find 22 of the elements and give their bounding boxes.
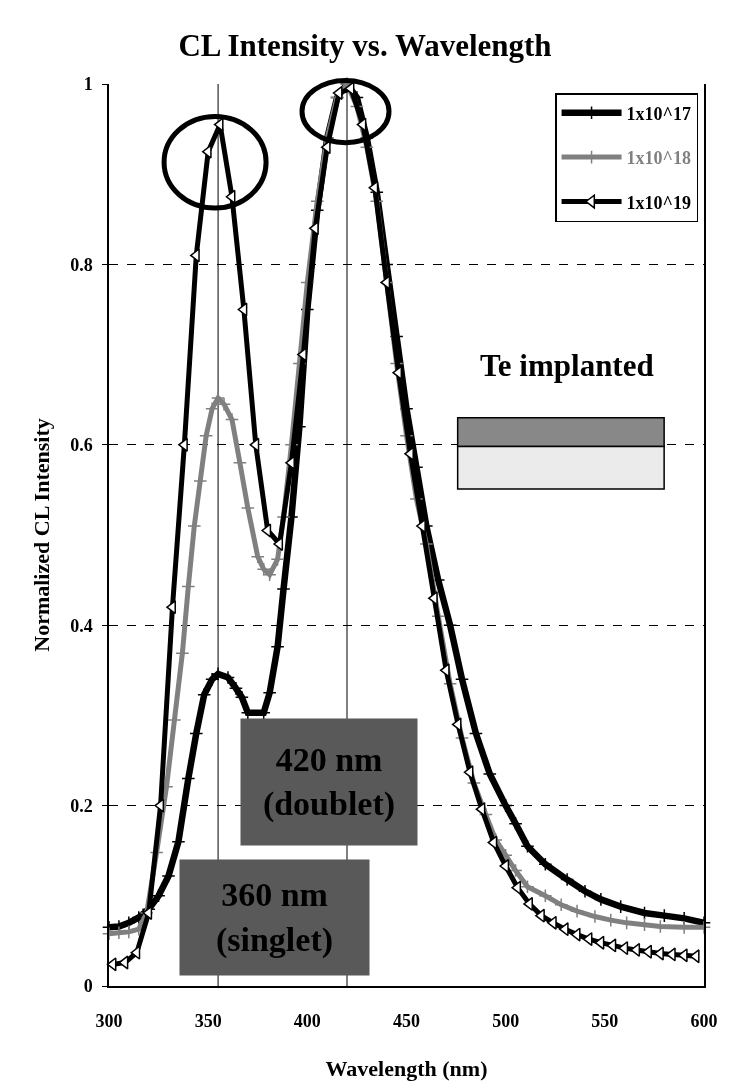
legend-label: 1x10^17	[626, 103, 692, 124]
y-tick-label: 0.6	[70, 435, 93, 456]
y-tick-label: 0.4	[70, 615, 93, 636]
x-tick-label: 550	[591, 1011, 619, 1032]
legend-label: 1x10^19	[626, 192, 692, 213]
y-tick-label: 0.8	[70, 254, 93, 275]
chart-title: CL Intensity vs. Wavelength	[178, 27, 552, 63]
x-tick-label: 500	[492, 1011, 520, 1032]
x-tick-label: 450	[393, 1011, 420, 1032]
ref-line-label: 360 nm (singlet)	[215, 876, 334, 959]
ref-line-label: 420 nm (doublet)	[262, 740, 396, 824]
annotation: Te implanted	[480, 348, 654, 383]
x-tick-label: 600	[690, 1011, 718, 1032]
y-tick-label: 0	[83, 976, 93, 997]
y-tick-label: 0.2	[70, 795, 93, 816]
x-tick-label: 400	[293, 1011, 321, 1032]
x-tick-label: 300	[95, 1011, 123, 1032]
y-axis-title: Normalized CL Intensity	[29, 418, 55, 652]
legend-label: 1x10^18	[626, 148, 692, 169]
x-tick-label: 350	[194, 1011, 222, 1032]
y-tick-label: 1	[83, 74, 93, 95]
x-axis-title: Wavelength (nm)	[325, 1055, 488, 1081]
